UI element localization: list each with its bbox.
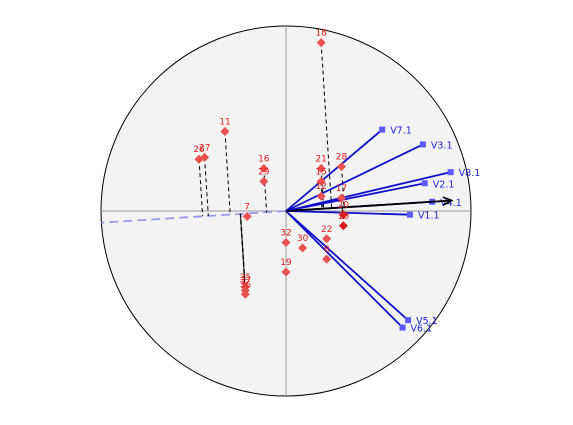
observation-label-18: 18: [315, 29, 327, 39]
observation-point-36: [240, 289, 250, 299]
observation-point-18: [316, 38, 326, 48]
variable-vector-v3-1: [285, 143, 424, 212]
observation-point-29: [259, 176, 269, 186]
observation-point-17: [337, 193, 346, 203]
highlight-axis-extension: [101, 210, 287, 224]
observation-label-7: 7: [244, 203, 250, 213]
observation-label-37: 37: [240, 277, 251, 287]
observation-point-26: [194, 154, 204, 164]
observation-label-30: 30: [297, 234, 309, 244]
observation-label-29: 29: [258, 167, 270, 177]
projection-line-27: [204, 157, 209, 216]
observation-point-32: [281, 237, 291, 247]
observation-point-10: [338, 221, 348, 231]
observation-label-19: 19: [280, 258, 292, 268]
observation-label-16: 16: [258, 154, 270, 164]
variable-vector-v6-1: [285, 210, 404, 329]
observation-label-10: 10: [338, 212, 350, 222]
observation-label-22: 22: [321, 225, 332, 235]
projection-line-16: [263, 168, 268, 213]
observation-point-7: [242, 212, 252, 222]
observation-label-17: 17: [336, 184, 347, 194]
observation-label-20: 20: [338, 201, 350, 211]
observation-label-15: 15: [315, 167, 326, 177]
variable-marker-v5-1: [405, 317, 412, 324]
variable-marker-v2-1: [421, 180, 428, 187]
variable-label-v2-1: V2.1: [433, 179, 455, 190]
observation-label-28: 28: [336, 153, 348, 163]
observation-label-12: 12: [315, 182, 326, 192]
observation-point-21: [316, 163, 326, 173]
variable-label-v8-1: V8.1: [459, 168, 481, 179]
variable-marker-v8-1: [447, 169, 454, 176]
variable-label-v6-1: V6.1: [411, 324, 433, 335]
variable-label-v5-1: V5.1: [416, 316, 438, 327]
variable-marker-v1-1: [406, 211, 413, 218]
variable-vectors: V7.1 V3.1 V8.1 V2.1 V4.1V1.1 V5.1V6.1: [285, 126, 481, 335]
observation-label-8: 8: [324, 245, 330, 255]
observation-label-11: 11: [219, 117, 230, 127]
variable-label-v7-1: V7.1: [390, 126, 412, 137]
observation-label-21: 21: [315, 154, 326, 164]
observation-point-20: [338, 210, 348, 220]
variable-label-v3-1: V3.1: [431, 140, 453, 151]
observation-label-26: 26: [193, 145, 205, 155]
observation-label-27: 27: [199, 143, 210, 153]
variable-marker-v6-1: [399, 324, 406, 331]
observation-point-22: [322, 234, 332, 244]
observation-label-32: 32: [280, 228, 291, 238]
variable-label-v1-1: V1.1: [418, 211, 440, 222]
variable-marker-v3-1: [419, 141, 426, 148]
variable-marker-v7-1: [379, 126, 386, 133]
observation-point-16: [259, 163, 269, 173]
variable-vector-v8-1: [285, 171, 451, 212]
projection-line-26: [198, 159, 204, 217]
variable-vector-v7-1: [285, 128, 383, 212]
variable-vector-v1-1: [285, 210, 410, 216]
observation-point-15: [316, 176, 326, 186]
observation-point-12: [316, 191, 326, 201]
variable-vector-v5-1: [285, 210, 409, 321]
observation-point-28: [337, 162, 346, 172]
observation-point-19: [281, 267, 291, 277]
observation-point-11: [220, 126, 230, 136]
observation-label-36: 36: [240, 280, 252, 290]
observation-point-8: [322, 254, 332, 264]
highlight-variable-arrow: [285, 201, 451, 212]
variable-vector-v2-1: [285, 182, 425, 212]
observation-point-30: [298, 243, 308, 253]
variable-label-v4-1: V4.1: [440, 198, 462, 209]
observation-label-35: 35: [240, 273, 251, 283]
